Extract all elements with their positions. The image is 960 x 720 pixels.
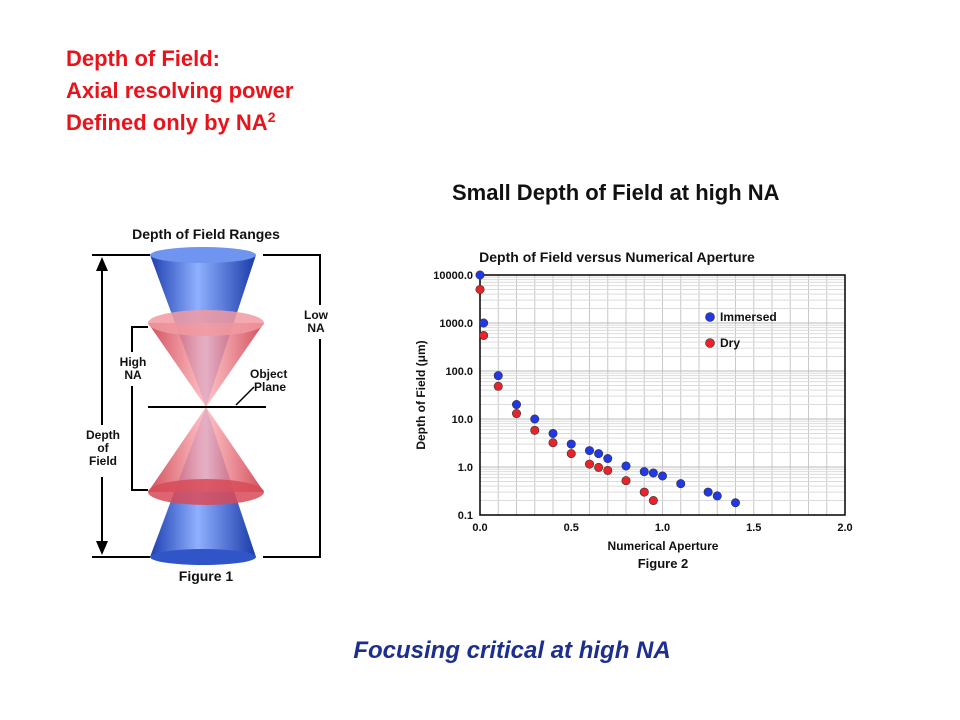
high-na-label-bg	[114, 352, 152, 386]
data-point-immersed	[594, 449, 604, 459]
dof-label-bg	[82, 425, 124, 477]
heading-line-3: Defined only by NA2	[66, 107, 293, 139]
x-tick-label: 0.5	[564, 522, 579, 534]
data-point-dry	[594, 462, 604, 472]
data-point-immersed	[493, 371, 503, 381]
y-tick-label: 10000.0	[433, 270, 473, 282]
data-point-immersed	[475, 270, 485, 280]
x-tick-label: 2.0	[837, 522, 852, 534]
legend-marker-immersed	[705, 312, 715, 322]
object-plane-label-1: Object	[250, 367, 287, 381]
heading-line-1: Depth of Field:	[66, 46, 220, 71]
legend-label-immersed: Immersed	[720, 310, 777, 324]
data-point-immersed	[530, 414, 540, 424]
plot-area-frame	[479, 274, 846, 516]
legend-label-dry: Dry	[720, 336, 740, 350]
data-point-immersed	[512, 400, 522, 410]
low-na-label-2: NA	[307, 321, 325, 335]
high-na-label-2: NA	[124, 368, 142, 382]
data-point-dry	[621, 476, 631, 486]
dof-arrow-head-down	[96, 541, 108, 555]
heading-line-3-text: Defined only by NA	[66, 110, 268, 135]
data-point-immersed	[585, 446, 595, 456]
data-point-dry	[603, 465, 613, 475]
y-tick-label: 1000.0	[439, 318, 473, 330]
data-point-immersed	[703, 487, 713, 497]
low-na-upper-cone-rim	[150, 247, 256, 263]
figure-2-dof-vs-na-chart: Depth of Field versus Numerical Aperture…	[414, 249, 853, 571]
x-tick-label: 0.0	[472, 522, 487, 534]
data-point-immersed	[548, 428, 558, 438]
data-point-immersed	[621, 461, 631, 471]
data-point-dry	[475, 284, 485, 294]
y-tick-label: 100.0	[445, 366, 473, 378]
y-tick-label: 1.0	[458, 462, 473, 474]
y-tick-label: 0.1	[458, 510, 473, 522]
data-point-dry	[648, 496, 658, 506]
data-point-dry	[548, 438, 558, 448]
figure-1-dof-ranges: Depth of Field Ranges Object Plane Low N…	[82, 226, 336, 584]
high-na-lower-cone	[148, 407, 264, 492]
dof-label-3: Field	[89, 454, 117, 468]
data-point-immersed	[479, 318, 489, 328]
data-point-dry	[639, 487, 649, 497]
data-point-dry	[530, 425, 540, 435]
slide-footer: Focusing critical at high NA	[353, 637, 671, 664]
data-point-dry	[512, 409, 522, 419]
object-plane-pointer	[235, 386, 255, 406]
data-point-immersed	[712, 491, 722, 501]
high-na-label-1: High	[120, 355, 147, 369]
data-point-dry	[585, 459, 595, 469]
chart-title: Depth of Field versus Numerical Aperture	[479, 249, 755, 265]
y-tick-label: 10.0	[452, 414, 473, 426]
data-point-dry	[493, 381, 503, 391]
data-point-immersed	[658, 471, 668, 481]
data-point-immersed	[730, 498, 740, 508]
low-na-label-bg	[300, 305, 336, 339]
x-axis-label: Numerical Aperture	[608, 539, 719, 553]
y-axis-label: Depth of Field (μm)	[414, 340, 428, 449]
legend-marker-dry	[705, 338, 715, 348]
data-point-immersed	[648, 468, 658, 478]
x-tick-label: 1.5	[746, 522, 761, 534]
figure-1-title: Depth of Field Ranges	[132, 226, 280, 242]
slide-subtitle: Small Depth of Field at high NA	[452, 180, 780, 205]
low-na-bracket	[263, 254, 321, 558]
high-na-upper-cone	[148, 323, 264, 407]
figure-1-caption: Figure 1	[179, 568, 234, 584]
heading-superscript: 2	[267, 109, 276, 125]
data-point-immersed	[639, 467, 649, 477]
data-point-dry	[566, 449, 576, 459]
figure-2-caption: Figure 2	[638, 556, 689, 571]
dof-arrow-head-up	[96, 257, 108, 271]
high-na-lower-cone-rim	[148, 479, 264, 505]
object-plane-label-2: Plane	[254, 380, 286, 394]
data-point-dry	[479, 330, 489, 340]
data-point-immersed	[566, 439, 576, 449]
high-na-upper-cone-rim	[148, 310, 264, 336]
data-point-immersed	[603, 454, 613, 464]
low-na-label-1: Low	[304, 308, 329, 322]
data-point-immersed	[676, 479, 686, 489]
dof-label-2: of	[97, 441, 109, 455]
dof-label-1: Depth	[86, 428, 120, 442]
low-na-lower-cone-rim	[150, 549, 256, 565]
slide-heading: Depth of Field: Axial resolving power De…	[66, 43, 293, 139]
heading-line-2: Axial resolving power	[66, 78, 294, 103]
high-na-bracket	[131, 326, 148, 491]
x-tick-label: 1.0	[655, 522, 670, 534]
